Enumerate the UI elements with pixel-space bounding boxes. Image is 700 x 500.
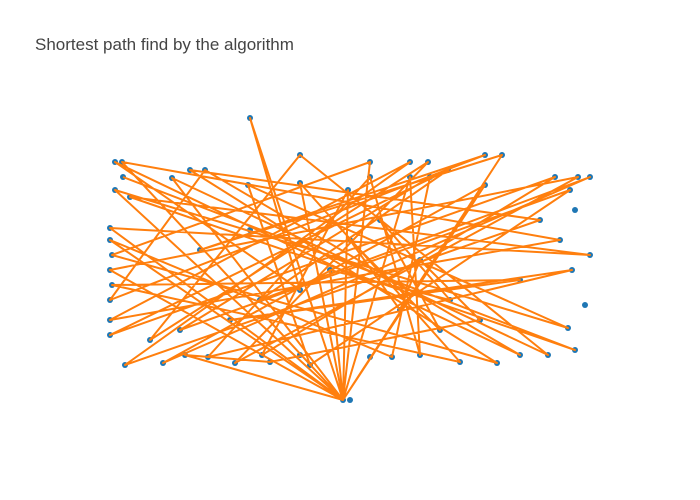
node-marker <box>572 207 578 213</box>
node-marker <box>347 397 353 403</box>
chart-title: Shortest path find by the algorithm <box>35 35 294 54</box>
node-marker <box>582 302 588 308</box>
path-line <box>109 117 591 401</box>
